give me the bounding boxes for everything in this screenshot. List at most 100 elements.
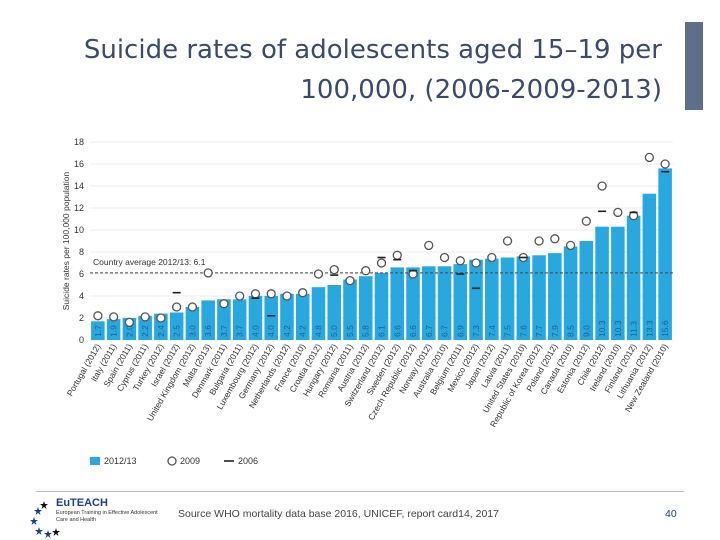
marker-2009 bbox=[534, 236, 544, 246]
marker-2009 bbox=[124, 317, 135, 328]
slide-title: Suicide rates of adolescents aged 15–19 … bbox=[62, 30, 662, 110]
bar-value-label: 7.5 bbox=[503, 325, 513, 337]
legend-label-2009: 2009 bbox=[180, 456, 200, 466]
bar bbox=[548, 253, 562, 340]
bar-value-label: 3.7 bbox=[219, 325, 229, 337]
bar bbox=[390, 267, 405, 340]
bar bbox=[532, 255, 546, 340]
marker-2009 bbox=[298, 288, 308, 298]
bar bbox=[280, 293, 294, 340]
marker-2009 bbox=[392, 250, 402, 260]
bar-value-label: 1.7 bbox=[93, 325, 103, 337]
bar-value-label: 6.6 bbox=[408, 325, 418, 337]
marker-2009 bbox=[613, 207, 623, 218]
marker-2009 bbox=[471, 258, 481, 268]
marker-2009 bbox=[156, 313, 166, 323]
marker-2009 bbox=[565, 240, 576, 251]
bar-value-label: 2.0 bbox=[124, 325, 134, 337]
footer-divider bbox=[36, 491, 684, 492]
title-line-1: Suicide rates of adolescents aged 15–19 … bbox=[83, 35, 662, 65]
bar-value-label: 4.0 bbox=[266, 325, 276, 337]
bar bbox=[374, 272, 389, 340]
bar bbox=[311, 287, 326, 340]
marker-2009 bbox=[361, 266, 371, 276]
bar-value-label: 7.3 bbox=[471, 325, 481, 337]
bar bbox=[437, 266, 452, 340]
bar bbox=[579, 241, 594, 340]
bar-value-label: 13.3 bbox=[644, 320, 654, 337]
bar bbox=[516, 256, 531, 340]
legend-swatch-2009 bbox=[167, 456, 177, 466]
bar bbox=[485, 258, 499, 340]
bar bbox=[295, 293, 310, 340]
marker-2009 bbox=[93, 311, 103, 321]
title-line-2: 100,000, (2006-2009-2013) bbox=[300, 75, 662, 105]
marker-2009 bbox=[345, 275, 355, 286]
bar bbox=[343, 279, 357, 340]
marker-2009 bbox=[439, 252, 450, 263]
bar bbox=[248, 296, 263, 340]
bar bbox=[500, 257, 515, 340]
bar-value-label: 2.5 bbox=[172, 325, 182, 337]
source-note: Source WHO mortality data base 2016, UNI… bbox=[178, 508, 499, 520]
marker-2009 bbox=[597, 181, 607, 191]
bar bbox=[469, 259, 483, 340]
bar bbox=[217, 299, 231, 340]
marker-2009 bbox=[313, 269, 324, 279]
bar-value-label: 6.7 bbox=[440, 325, 450, 337]
bar-value-label: 7.7 bbox=[534, 325, 544, 337]
marker-2009 bbox=[282, 291, 292, 301]
bar-value-label: 10.3 bbox=[597, 320, 607, 337]
bar bbox=[169, 312, 184, 340]
country-average-label: Country average 2012/13: 6.1 bbox=[93, 257, 206, 267]
bar-value-label: 5.0 bbox=[329, 325, 339, 337]
logo-subtitle: European Training in Effective Adolescen… bbox=[56, 510, 158, 523]
bar bbox=[185, 307, 200, 340]
bar-value-label: 6.6 bbox=[392, 325, 402, 337]
y-tick-label: 16 bbox=[74, 159, 84, 169]
y-tick-label: 4 bbox=[79, 291, 84, 301]
marker-2009 bbox=[329, 264, 339, 275]
bar-value-label: 7.4 bbox=[487, 325, 497, 337]
marker-2009 bbox=[550, 234, 560, 244]
bar bbox=[658, 168, 672, 340]
y-tick-label: 14 bbox=[74, 181, 84, 191]
bar-value-label: 2.4 bbox=[156, 325, 166, 337]
y-tick-label: 12 bbox=[74, 203, 84, 213]
marker-2009 bbox=[250, 289, 261, 299]
bar bbox=[453, 264, 468, 340]
bar-value-label: 4.2 bbox=[282, 325, 292, 337]
bar bbox=[106, 319, 121, 340]
y-tick-label: 2 bbox=[79, 313, 84, 323]
y-tick-label: 6 bbox=[79, 269, 84, 279]
bar-value-label: 11.3 bbox=[629, 321, 639, 337]
y-axis-label: Suicide rates per 100,000 population bbox=[61, 172, 71, 311]
eutrach-logo: EuTEACH European Training in Effective A… bbox=[30, 497, 170, 539]
bar bbox=[595, 226, 609, 340]
bar bbox=[201, 300, 215, 340]
legend-label-2012-13: 2012/13 bbox=[104, 456, 137, 466]
marker-2009 bbox=[660, 159, 670, 169]
marker-2009 bbox=[644, 152, 655, 163]
bar bbox=[91, 321, 105, 340]
marker-2009 bbox=[140, 312, 150, 322]
bar-value-label: 3.6 bbox=[203, 325, 213, 337]
page-number: 40 bbox=[665, 508, 677, 520]
bar bbox=[642, 193, 657, 340]
marker-2009 bbox=[108, 312, 119, 322]
bar-value-label: 3.0 bbox=[187, 325, 197, 337]
bar-value-label: 4.8 bbox=[313, 325, 323, 337]
marker-2009 bbox=[172, 302, 182, 312]
bar-value-label: 4.0 bbox=[250, 325, 260, 337]
marker-2009 bbox=[502, 236, 513, 246]
bar-value-label: 5.8 bbox=[361, 325, 371, 337]
marker-2009 bbox=[376, 258, 387, 268]
marker-2009 bbox=[455, 256, 465, 266]
bar bbox=[232, 299, 247, 340]
marker-2009 bbox=[266, 289, 276, 299]
legend-label-2006: 2006 bbox=[238, 456, 258, 466]
bar bbox=[611, 226, 625, 340]
marker-2009 bbox=[187, 302, 198, 312]
bar-value-label: 7.6 bbox=[518, 325, 528, 337]
bar bbox=[358, 276, 373, 340]
